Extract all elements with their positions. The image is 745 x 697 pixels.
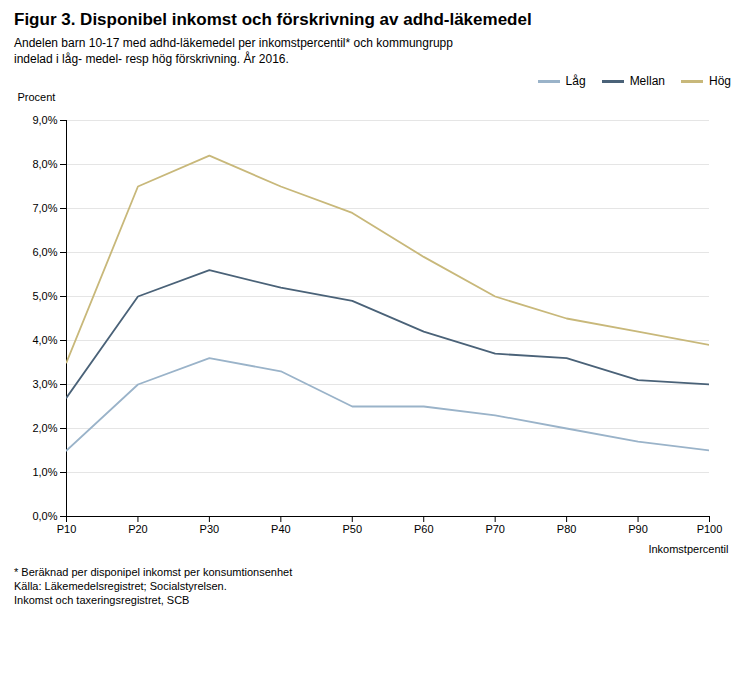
html-text:Mellan: Mellan (629, 74, 665, 88)
svg-text:P60: P60 (414, 523, 434, 535)
html-text:Inkomst och taxeringsregistret: Inkomst och taxeringsregistret, SCB (14, 594, 190, 606)
svg-text:Inkomstpercentil: Inkomstpercentil (648, 543, 728, 555)
svg-text:P20: P20 (128, 523, 148, 535)
svg-text:P30: P30 (200, 523, 220, 535)
html-text:Figur 3. Disponibel inkomst oc: Figur 3. Disponibel inkomst och förskriv… (14, 10, 532, 29)
html-text:Hög: Hög (709, 74, 731, 88)
svg-text:5,0%: 5,0% (32, 290, 57, 302)
svg-text:3,0%: 3,0% (32, 378, 57, 390)
svg-text:6,0%: 6,0% (32, 246, 57, 258)
svg-text:P50: P50 (342, 523, 362, 535)
html-text:* Beräknad per disponipel inko: * Beräknad per disponipel inkomst per ko… (14, 566, 293, 578)
svg-text:9,0%: 9,0% (32, 114, 57, 126)
svg-text:7,0%: 7,0% (32, 202, 57, 214)
svg-text:P80: P80 (557, 523, 577, 535)
html-text:indelad i låg- medel- resp hög: indelad i låg- medel- resp hög förskrivn… (14, 52, 289, 66)
svg-text:P70: P70 (485, 523, 505, 535)
svg-text:4,0%: 4,0% (32, 334, 57, 346)
svg-text:0,0%: 0,0% (32, 510, 57, 522)
html-text:Låg: Låg (565, 74, 586, 88)
svg-text:1,0%: 1,0% (32, 466, 57, 478)
svg-text:8,0%: 8,0% (32, 158, 57, 170)
svg-text:Procent: Procent (18, 91, 56, 103)
svg-text:P10: P10 (57, 523, 77, 535)
svg-text:P90: P90 (628, 523, 648, 535)
html-text:Källa: Läkemedelsregistret; So: Källa: Läkemedelsregistret; Socialstyrel… (14, 580, 227, 592)
svg-text:P100: P100 (697, 523, 723, 535)
svg-text:P40: P40 (271, 523, 291, 535)
svg-text:2,0%: 2,0% (32, 422, 57, 434)
html-text:Andelen barn 10-17 med adhd-lä: Andelen barn 10-17 med adhd-läkemedel pe… (14, 36, 453, 50)
